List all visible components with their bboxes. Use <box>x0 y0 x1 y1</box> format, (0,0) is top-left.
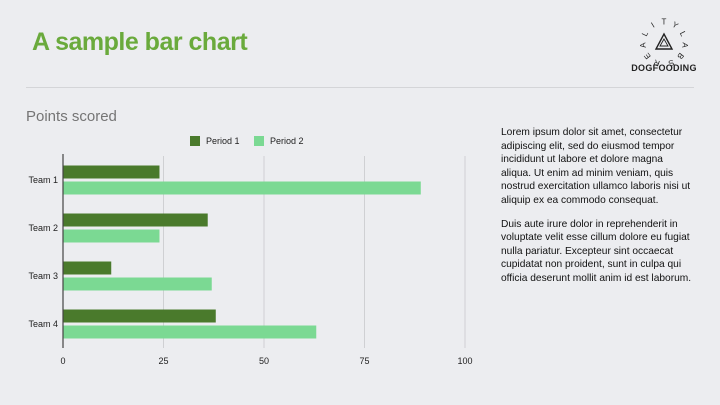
logo-ring-letter: B <box>675 51 685 61</box>
logo-ring-letter: R <box>652 57 661 68</box>
x-tick-label: 25 <box>158 356 168 366</box>
legend-label: Period 2 <box>270 136 304 146</box>
slide-title: A sample bar chart <box>32 28 248 56</box>
x-tick-label: 50 <box>259 356 269 366</box>
logo-ring-letter: L <box>640 29 650 37</box>
y-category-label: Team 3 <box>28 271 58 281</box>
bar-period-1 <box>63 213 208 227</box>
logo-ring-letter: E <box>642 51 652 61</box>
bar-period-2 <box>63 181 421 195</box>
y-category-label: Team 4 <box>28 319 58 329</box>
bar-period-1 <box>63 309 216 323</box>
logo-ring-letter: Y <box>670 20 680 31</box>
logo-ring-letter: A <box>680 42 690 49</box>
paragraph-2: Duis aute irure dolor in reprehenderit i… <box>501 218 692 284</box>
logo-triangle-icon <box>654 32 674 50</box>
logo-ring-letter: S <box>667 58 675 68</box>
logo-ring-letter: A <box>638 41 648 48</box>
y-category-label: Team 1 <box>28 175 58 185</box>
x-tick-label: 75 <box>359 356 369 366</box>
title-divider <box>26 87 694 88</box>
x-tick-label: 100 <box>457 356 472 366</box>
bar-period-2 <box>63 229 160 243</box>
bar-chart: 0 25 50 75 100 Team 1 Team 2 Team 3 Team 4 Period… <box>28 136 473 366</box>
paragraph-1: Lorem ipsum dolor sit amet, consectetur … <box>501 127 691 206</box>
bar-period-1 <box>63 165 160 179</box>
body-text: Lorem ipsum dolor sit amet, consectetur … <box>501 126 693 296</box>
bar-period-1 <box>63 261 112 275</box>
legend-swatch-period-1 <box>190 136 200 146</box>
bar-period-2 <box>63 277 212 291</box>
legend-label: Period 1 <box>206 136 240 146</box>
logo-ring-letter: L <box>678 30 688 38</box>
chart-title: Points scored <box>26 108 117 125</box>
bar-period-2 <box>63 325 317 339</box>
y-category-label: Team 2 <box>28 223 58 233</box>
logo-ring-letter: I <box>650 21 657 30</box>
logo-ring-letter: T <box>662 18 667 27</box>
logo-text: DOGFOODING <box>631 63 697 73</box>
x-tick-label: 0 <box>60 356 65 366</box>
legend-swatch-period-2 <box>254 136 264 146</box>
